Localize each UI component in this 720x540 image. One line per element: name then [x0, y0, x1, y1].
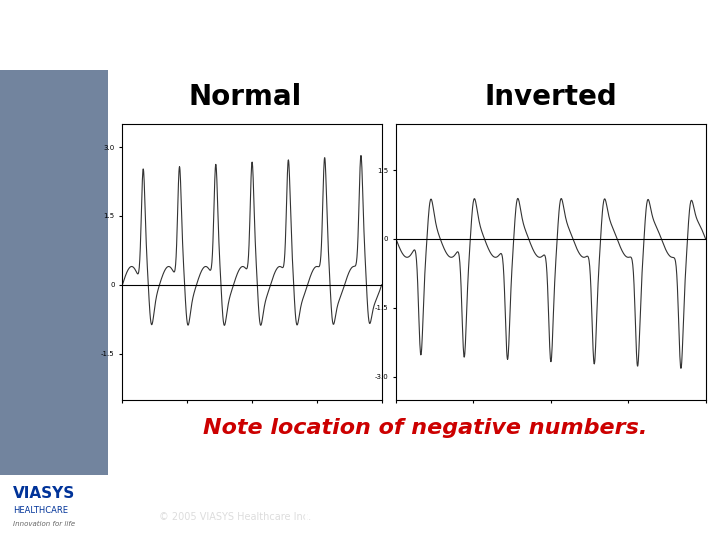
Text: VersaLab LE Waveforms: VersaLab LE Waveforms [115, 18, 605, 52]
Text: HEALTHCARE: HEALTHCARE [13, 506, 68, 515]
Text: Performing an ABI Exam using Nicolet VersaLab: Performing an ABI Exam using Nicolet Ver… [304, 511, 640, 524]
Text: Innovation for life: Innovation for life [13, 521, 75, 526]
Text: © 2005 VIASYS Healthcare Inc.: © 2005 VIASYS Healthcare Inc. [159, 512, 311, 522]
Text: Note location of negative numbers.: Note location of negative numbers. [202, 417, 647, 438]
Text: Inverted: Inverted [485, 83, 617, 111]
Text: Normal: Normal [188, 83, 302, 111]
Text: VIASYS: VIASYS [13, 486, 75, 501]
